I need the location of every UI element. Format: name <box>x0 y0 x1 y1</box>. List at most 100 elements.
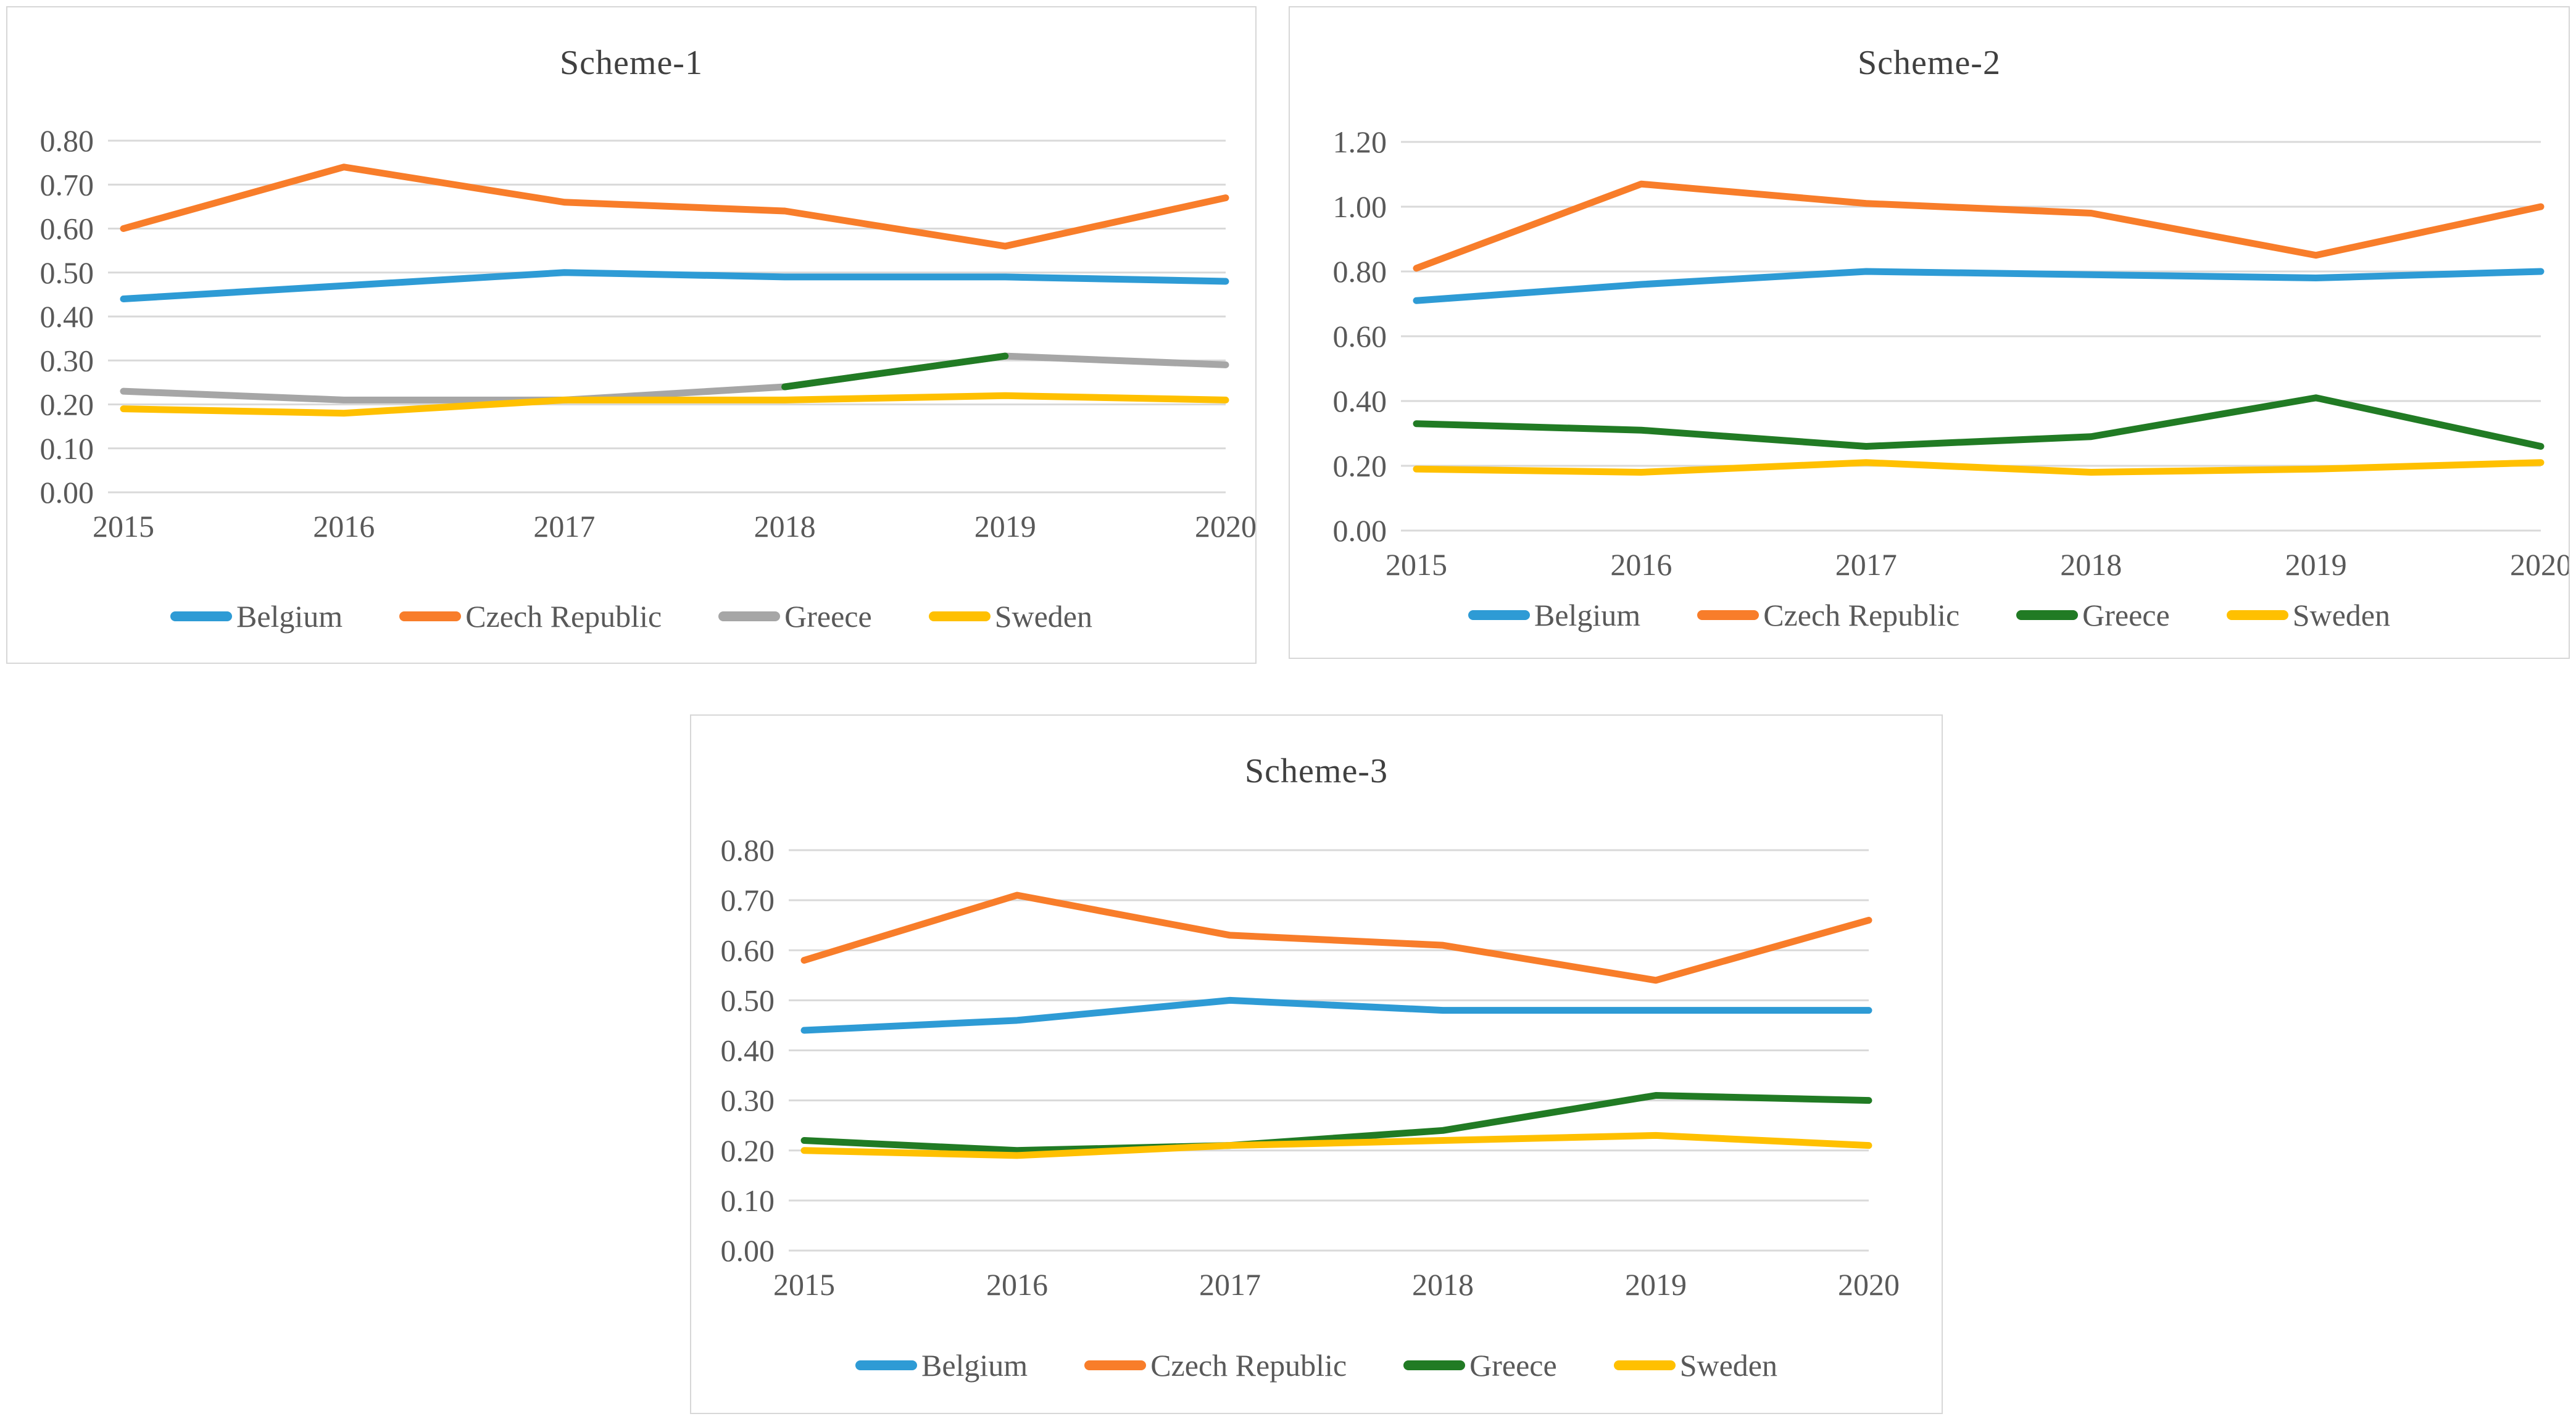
series-line-greece <box>120 352 1229 403</box>
legend-label: Czech Republic <box>465 599 662 634</box>
y-tick-label: 0.60 <box>721 933 775 967</box>
x-tick-label: 2016 <box>986 1267 1048 1302</box>
x-tick-label: 2017 <box>1199 1267 1261 1302</box>
legend-label: Belgium <box>1534 598 1641 632</box>
series-line-belgium <box>1413 268 2545 304</box>
y-tick-label: 0.00 <box>40 475 94 510</box>
line-chart-scheme-3: 0.80 0.70 0.60 0.50 0.40 0.30 0.20 0.10 0.002015… <box>721 833 1900 1302</box>
y-tick-label: 0.20 <box>40 387 94 422</box>
legend-swatch <box>170 611 232 621</box>
legend-item-sweden: Sweden <box>1613 1347 1777 1383</box>
legend-item-czech-republic: Czech Republic <box>1084 1347 1347 1383</box>
legend-label: Czech Republic <box>1763 598 1960 632</box>
y-tick-label: 0.60 <box>1333 319 1387 354</box>
series-line-czech-republic <box>1413 180 2545 272</box>
x-tick-label: 2020 <box>2510 547 2569 582</box>
y-tick-label: 0.10 <box>40 431 94 466</box>
series-line-belgium <box>120 269 1229 302</box>
legend-swatch <box>1468 610 1530 620</box>
y-tick-label: 0.50 <box>721 983 775 1017</box>
chart-legend: Belgium Czech Republic Greece Sweden <box>7 598 1255 634</box>
legend-swatch <box>1403 1360 1466 1370</box>
series-line-sweden <box>800 1131 1872 1159</box>
legend-item-belgium: Belgium <box>170 598 343 634</box>
chart-legend: Belgium Czech Republic Greece Sweden <box>691 1347 1942 1383</box>
legend-item-greece: Greece <box>1403 1347 1557 1383</box>
x-tick-label: 2019 <box>1625 1267 1687 1302</box>
x-tick-label: 2019 <box>974 509 1036 544</box>
legend-item-czech-republic: Czech Republic <box>1697 597 1959 633</box>
y-tick-label: 0.10 <box>721 1183 775 1218</box>
y-tick-label: 0.40 <box>40 299 94 334</box>
series-line-belgium <box>800 996 1872 1034</box>
y-tick-label: 0.00 <box>1333 513 1387 548</box>
legend-item-greece: Greece <box>2016 597 2170 633</box>
x-tick-label: 2019 <box>2285 547 2347 582</box>
series-line-czech-republic <box>120 163 1229 250</box>
y-tick-label: 0.00 <box>721 1233 775 1268</box>
y-tick-label: 0.40 <box>1333 384 1387 418</box>
series-line-sweden <box>1413 459 2545 476</box>
y-tick-label: 0.80 <box>40 123 94 158</box>
series-line-czech-republic <box>800 892 1872 984</box>
x-tick-label: 2018 <box>754 509 816 544</box>
y-tick-label: 0.20 <box>721 1133 775 1168</box>
x-tick-label: 2016 <box>313 509 375 544</box>
series-line-greece <box>1413 394 2545 450</box>
legend-item-czech-republic: Czech Republic <box>399 598 662 634</box>
series-line-greece <box>800 1092 1872 1154</box>
legend-label: Sweden <box>994 599 1092 634</box>
y-tick-label: 0.30 <box>40 343 94 378</box>
legend-label: Sweden <box>2292 598 2390 632</box>
y-tick-label: 0.70 <box>40 167 94 202</box>
chart-title: Scheme-1 <box>560 44 703 82</box>
y-tick-label: 0.80 <box>1333 254 1387 289</box>
y-tick-label: 0.40 <box>721 1033 775 1068</box>
chart-panel-scheme-2: 1.20 1.00 0.80 0.60 0.40 0.20 0.00 2015 2016 2017… <box>1289 6 2570 659</box>
y-tick-label: 0.60 <box>40 212 94 246</box>
chart-panel-scheme-1: 0.80 0.70 0.60 0.50 0.40 0.30 0.20 0.10 0.00 2015… <box>6 6 1257 664</box>
legend-item-sweden: Sweden <box>928 598 1092 634</box>
legend-label: Belgium <box>921 1348 1028 1383</box>
legend-label: Greece <box>1469 1348 1557 1383</box>
legend-label: Sweden <box>1679 1348 1777 1383</box>
legend-label: Greece <box>2082 598 2170 632</box>
x-tick-label: 2016 <box>1610 547 1672 582</box>
legend-swatch <box>718 611 781 621</box>
x-tick-label: 2015 <box>773 1267 835 1302</box>
chart-title: Scheme-3 <box>1245 752 1388 790</box>
legend-label: Belgium <box>236 599 343 634</box>
x-tick-label: 2015 <box>1386 547 1447 582</box>
x-tick-label: 2017 <box>533 509 595 544</box>
y-tick-label: 0.70 <box>721 883 775 917</box>
x-tick-label: 2015 <box>93 509 154 544</box>
y-tick-label: 0.80 <box>721 833 775 867</box>
legend-label: Czech Republic <box>1150 1348 1347 1383</box>
y-tick-label: 0.30 <box>721 1083 775 1118</box>
legend-swatch <box>1613 1360 1676 1370</box>
y-tick-label: 1.00 <box>1333 189 1387 224</box>
legend-item-belgium: Belgium <box>855 1347 1028 1383</box>
legend-item-greece: Greece <box>718 598 872 634</box>
line-chart-scheme-1: 0.80 0.70 0.60 0.50 0.40 0.30 0.20 0.10 0.002015… <box>40 123 1256 544</box>
y-tick-label: 1.20 <box>1333 125 1387 159</box>
x-tick-label: 2017 <box>1835 547 1897 582</box>
legend-swatch <box>1084 1360 1147 1370</box>
x-tick-label: 2018 <box>1412 1267 1474 1302</box>
x-tick-label: 2020 <box>1195 509 1255 544</box>
chart-legend: Belgium Czech Republic Greece Sweden <box>1290 597 2569 633</box>
legend-swatch <box>928 611 991 621</box>
x-tick-label: 2020 <box>1838 1267 1900 1302</box>
legend-swatch <box>855 1360 917 1370</box>
legend-item-belgium: Belgium <box>1468 597 1640 633</box>
greece-green-segment <box>781 352 1009 391</box>
legend-swatch <box>2016 610 2079 620</box>
legend-swatch <box>2226 610 2288 620</box>
legend-item-sweden: Sweden <box>2226 597 2390 633</box>
series-line-sweden <box>120 392 1229 417</box>
y-tick-label: 0.50 <box>40 255 94 290</box>
legend-swatch <box>1697 610 1760 620</box>
x-tick-label: 2018 <box>2060 547 2122 582</box>
chart-title: Scheme-2 <box>1858 44 2001 82</box>
